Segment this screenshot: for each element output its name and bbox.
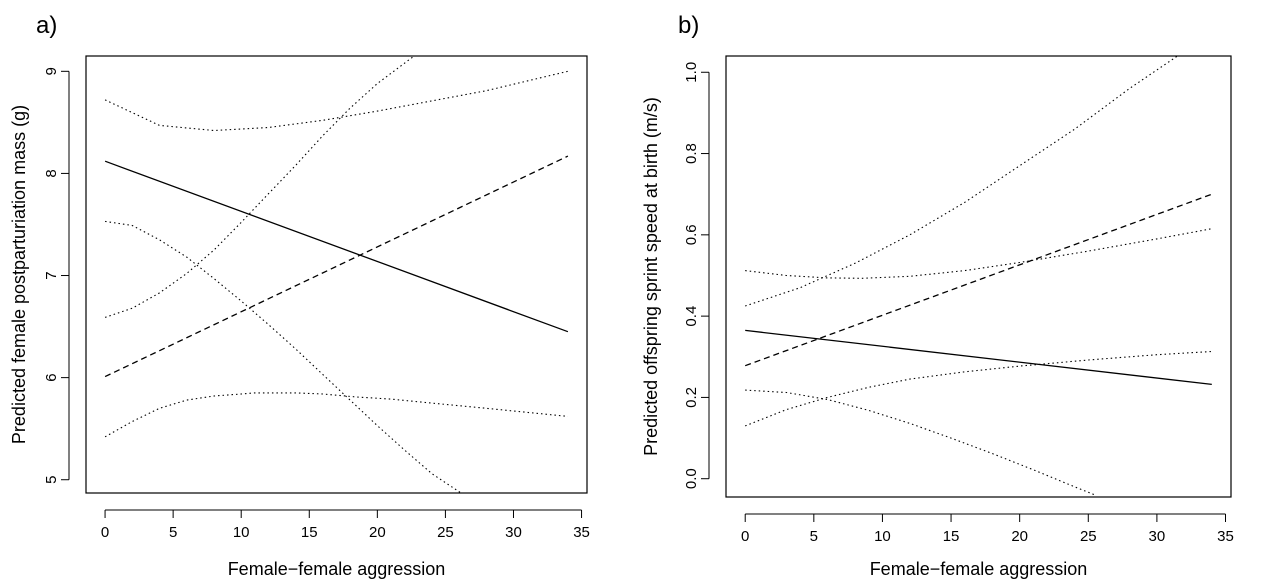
x-tick-label: 10 [874,528,891,545]
x-tick-label: 5 [169,524,177,541]
x-tick-label: 25 [437,524,454,541]
panel-label: a) [36,12,57,39]
series-line-solid-lower-CI [104,392,568,438]
x-tick-label: 20 [1011,528,1028,545]
y-tick-label: 6 [43,373,60,381]
series-line-dashed-fit [744,193,1213,367]
y-tick-label: 0.2 [683,387,700,408]
x-tick-label: 15 [943,528,960,545]
x-axis-title: Female−female aggression [870,559,1088,579]
series-group [104,56,569,493]
series-group [744,56,1213,496]
x-tick-label: 0 [101,524,109,541]
series-line-solid-fit [745,329,1212,386]
series-line-dashed-lower-CI [105,220,463,493]
series-line-solid-upper-CI [745,228,1212,279]
x-tick-label: 30 [1149,528,1166,545]
y-axis-title: Predicted female postparturiation mass (… [9,105,29,444]
x-tick-label: 10 [233,524,250,541]
x-tick-label: 30 [505,524,522,541]
y-axis-title: Predicted offspring sprint speed at birt… [641,97,661,456]
y-tick-label: 0.8 [683,143,700,164]
panel-label: b) [678,12,699,39]
plot-frame [85,55,588,494]
series-line-dashed-fit [104,155,569,378]
x-tick-label: 5 [810,528,818,545]
x-axis-title: Female−female aggression [228,559,446,579]
series-line-dashed-lower-CI [745,389,1096,496]
y-tick-label: 0.6 [683,224,700,245]
panel-a: 0 5 10 15 20 25 30 35 5 6 7 8 9 Female−female aggress… [9,12,590,579]
y-tick-label: 0.4 [683,306,700,327]
series-line-dashed-upper-CI [104,56,415,318]
y-tick-label: 0.0 [683,468,700,489]
y-tick-label: 7 [43,271,60,279]
y-tick-label: 8 [43,169,60,177]
x-tick-label: 20 [369,524,386,541]
x-tick-label: 15 [301,524,318,541]
x-tick-label: 35 [573,524,590,541]
x-tick-label: 35 [1217,528,1234,545]
panel-b: 0 5 10 15 20 25 30 35 0.0 0.2 0.4 0.6 0.8 1.0 Female−f… [641,12,1234,579]
series-line-solid-fit [104,160,569,333]
y-tick-label: 9 [43,67,60,75]
plot-frame [725,55,1232,498]
series-line-dashed-upper-CI [745,56,1178,307]
y-tick-label: 1.0 [683,62,700,83]
x-tick-label: 0 [741,528,749,545]
series-line-solid-lower-CI [744,350,1212,427]
y-tick-label: 5 [43,476,60,484]
x-tick-label: 25 [1080,528,1097,545]
